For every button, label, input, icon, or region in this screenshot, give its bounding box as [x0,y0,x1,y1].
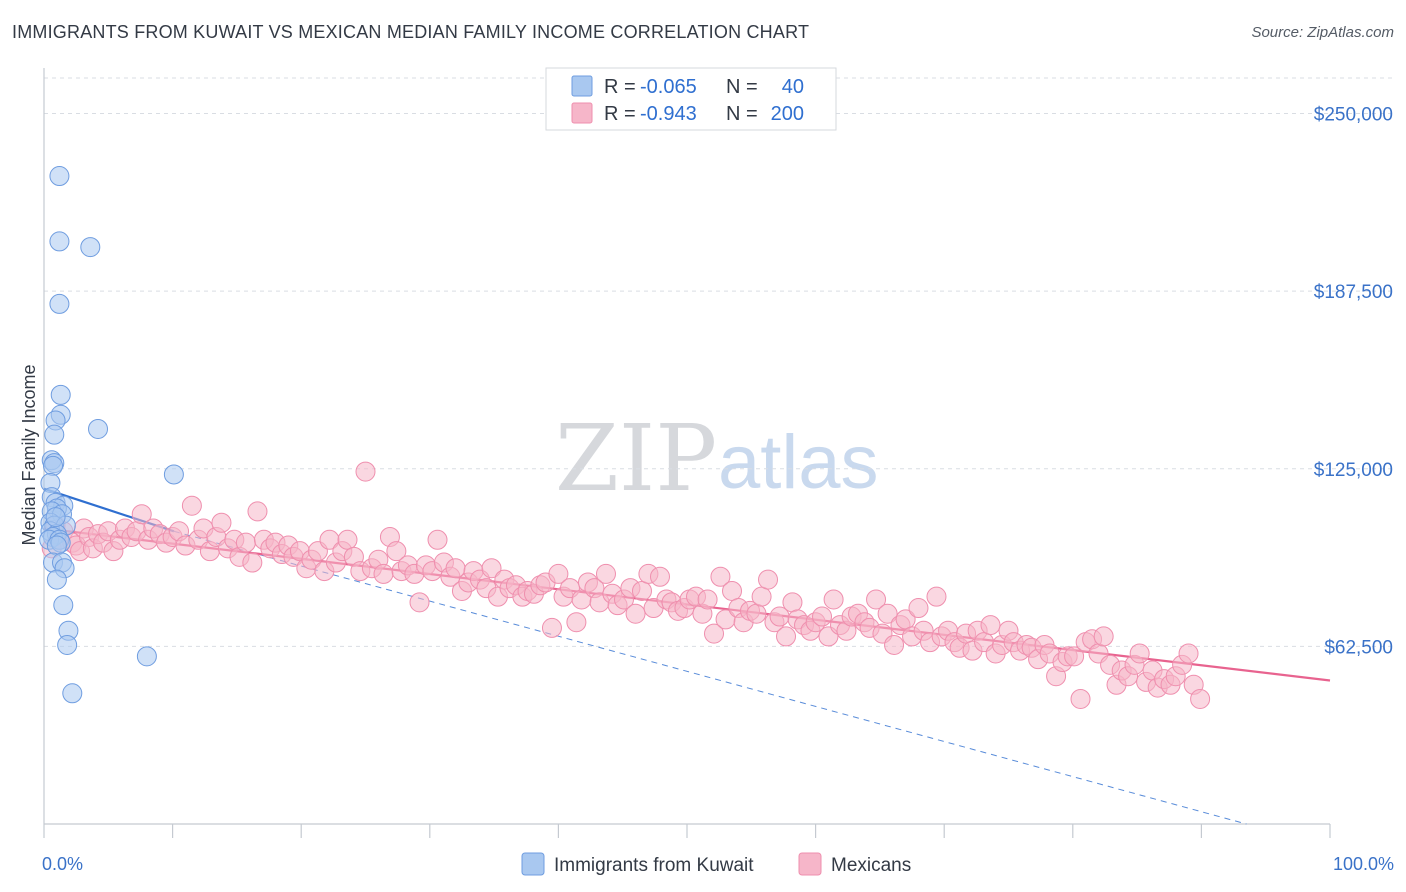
mexican-point [776,626,797,647]
legend-r-value-1: -0.065 [640,76,697,98]
mexican-point [1064,646,1085,667]
mexican-point [247,501,268,522]
legend-swatch-kuwait [571,75,593,97]
mexican-point [649,566,670,587]
x-tick-label: 100.0% [1333,854,1394,874]
mexican-point [704,623,725,644]
mexican-point [481,558,502,579]
kuwait-point [88,418,109,439]
y-tick-label: $125,000 [1314,460,1393,481]
legend-n-label-1: N = [726,76,758,98]
kuwait-point [46,569,67,590]
mexican-point [751,586,772,607]
mexican-point [625,603,646,624]
x-tick-label: 0.0% [42,854,83,874]
x-tick-labels: 0.0% 100.0% [42,854,1394,874]
kuwait-point [49,293,70,314]
mexican-point [548,563,569,584]
kuwait-point [44,424,65,445]
source-note: Source: ZipAtlas.com [1251,24,1394,41]
kuwait-point [45,507,66,528]
axes [43,68,1331,838]
mexican-point [242,552,263,573]
mexican-point [710,566,731,587]
legend-item-mexican-swatch [798,852,822,876]
mexican-point [181,495,202,516]
mexican-point [631,580,652,601]
mexican-point [355,461,376,482]
mexican-point [980,615,1001,636]
mexican-point [337,529,358,550]
mexican-point [131,504,152,525]
kuwait-point [50,384,71,405]
mexican-point [758,569,779,590]
mexican-point [1093,626,1114,647]
mexican-point [722,580,743,601]
mexican-point [812,606,833,627]
mexican-point [926,586,947,607]
mexican-point [373,563,394,584]
mexican-point [1070,688,1091,709]
mexican-point [884,634,905,655]
kuwait-point [62,683,83,704]
mexican-point [409,592,430,613]
kuwait-point [49,166,70,187]
kuwait-point [136,646,157,667]
mexican-point [427,529,448,550]
legend-item-kuwait-swatch [521,852,545,876]
legend-swatch-mexican [571,102,593,124]
mexican-point [1178,643,1199,664]
kuwait-point [163,464,184,485]
y-tick-labels: $62,500 $125,000 $187,500 $250,000 [1314,105,1393,659]
mexican-point [697,589,718,610]
mexican-point [595,563,616,584]
mexican-point [1129,643,1150,664]
mexican-point [746,603,767,624]
stats-legend: R = -0.065 N = 40 R = -0.943 N = 200 [545,67,837,131]
series-legend: Immigrants from Kuwait Mexicans [521,852,911,876]
y-tick-label: $62,500 [1324,637,1393,658]
kuwait-point [46,535,67,556]
chart-title: IMMIGRANTS FROM KUWAIT VS MEXICAN MEDIAN… [12,22,810,42]
mexican-point [866,589,887,610]
kuwait-point [43,455,64,476]
data-points [39,166,1211,709]
legend-box [545,67,837,131]
legend-item-mexican: Mexicans [831,855,911,876]
y-tick-label: $250,000 [1314,105,1393,126]
kuwait-point [49,231,70,252]
mexican-point [386,541,407,562]
legend-r-value-2: -0.943 [640,103,697,125]
legend-r-label-1: R = [604,76,636,98]
legend-n-label-2: N = [726,103,758,125]
mexican-point [211,512,232,533]
watermark: ZIP atlas [555,405,879,512]
kuwait-trend-line-extension [173,530,1247,825]
mexican-point [235,532,256,553]
mexican-point [1190,688,1211,709]
kuwait-point [53,595,74,616]
legend-r-label-2: R = [604,103,636,125]
mexican-point [566,612,587,633]
mexican-point [823,589,844,610]
mexican-point [782,592,803,613]
watermark-atlas: atlas [718,420,879,505]
watermark-zip: ZIP [555,405,717,512]
y-axis-label: Median Family Income [19,364,39,545]
kuwait-point [80,237,101,258]
legend-n-value-2: 200 [771,103,804,125]
y-tick-label: $187,500 [1314,282,1393,303]
legend-n-value-1: 40 [782,76,804,98]
legend-item-kuwait: Immigrants from Kuwait [554,855,754,876]
mexican-point [541,617,562,638]
mexican-point [877,603,898,624]
mexican-point [908,598,929,619]
kuwait-point [57,634,78,655]
